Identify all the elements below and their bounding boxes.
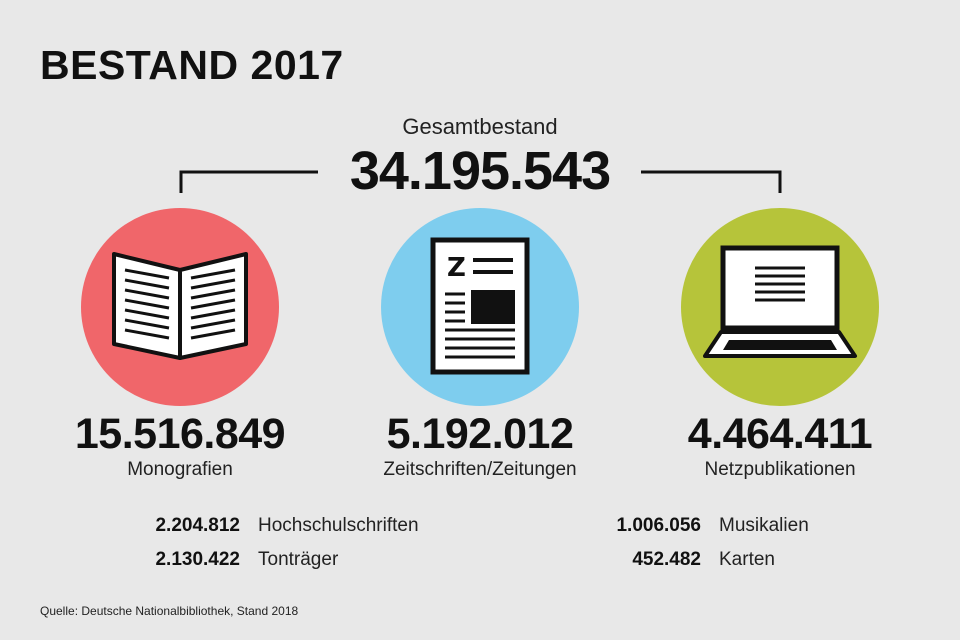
monografien-circle xyxy=(81,208,279,406)
tontraeger-label: Tonträger xyxy=(258,549,339,570)
hochschulschriften-label: Hochschulschriften xyxy=(258,515,419,536)
page-title: BESTAND 2017 xyxy=(40,42,344,88)
total-value: 34.195.543 xyxy=(349,141,611,201)
source-note: Quelle: Deutsche Nationalbibliothek, Sta… xyxy=(40,604,299,618)
newspaper-icon: Z xyxy=(430,237,530,375)
musikalien-label: Musikalien xyxy=(719,515,809,536)
zeitschriften-circle: Z xyxy=(381,208,579,406)
open-book-icon xyxy=(112,252,248,360)
svg-text:Z: Z xyxy=(447,253,466,283)
laptop-icon xyxy=(703,245,857,358)
monografien-label: Monografien xyxy=(127,459,233,480)
zeitschriften-value: 5.192.012 xyxy=(386,410,574,458)
musikalien-value: 1.006.056 xyxy=(616,515,701,536)
karten-label: Karten xyxy=(719,549,775,570)
hochschulschriften-value: 2.204.812 xyxy=(155,515,240,536)
zeitschriften-label: Zeitschriften/Zeitungen xyxy=(383,459,577,480)
total-label: Gesamtbestand xyxy=(402,114,558,139)
netzpublikationen-label: Netzpublikationen xyxy=(704,459,856,480)
karten-value: 452.482 xyxy=(632,549,701,570)
monografien-value: 15.516.849 xyxy=(74,410,286,458)
netzpublikationen-value: 4.464.411 xyxy=(687,410,873,458)
netzpublikationen-circle xyxy=(681,208,879,406)
tontraeger-value: 2.130.422 xyxy=(155,549,240,570)
